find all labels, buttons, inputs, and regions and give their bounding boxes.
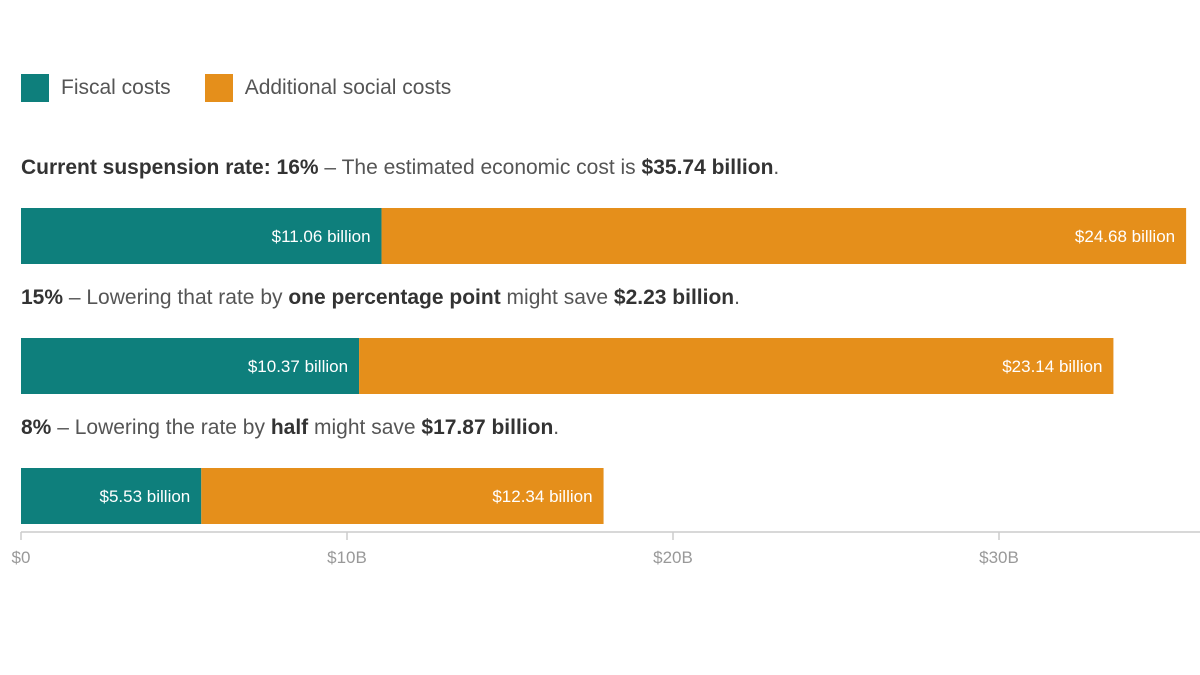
caption-segment: one percentage point <box>288 286 501 309</box>
caption-segment: $35.74 billion <box>641 156 774 179</box>
caption-one-point-lower: 15% – Lowering that rate by one percenta… <box>21 286 740 310</box>
legend-label-fiscal: Fiscal costs <box>61 76 171 99</box>
legend-swatch-social <box>204 74 233 102</box>
caption-segment: might save <box>500 286 614 309</box>
bar-label-fiscal-2: $5.53 billion <box>100 487 191 506</box>
bar-fiscal-1 <box>21 338 360 394</box>
bar-label-social-1: $23.14 billion <box>1002 357 1102 376</box>
bar-fiscal-2 <box>21 468 202 524</box>
caption-segment: half <box>270 416 309 439</box>
bar-social-1 <box>359 338 1114 394</box>
caption-segment: . <box>773 156 780 179</box>
caption-segment: . <box>734 286 740 309</box>
legend-item-fiscal: Fiscal costs <box>21 74 171 102</box>
legend-item-social: Additional social costs <box>204 74 452 102</box>
x-axis-tick-label-0: $0 <box>12 548 31 567</box>
caption-segment: 8% <box>21 416 52 439</box>
legend-swatch-fiscal <box>21 74 49 102</box>
caption-segment: . <box>553 416 560 439</box>
bar-social-2 <box>201 468 604 524</box>
bar-social-0 <box>381 208 1187 264</box>
caption-current-rate: Current suspension rate: 16% – The estim… <box>21 156 779 180</box>
caption-segment: 15% <box>21 286 64 309</box>
caption-segment: $17.87 billion <box>421 416 554 439</box>
caption-segment: might save <box>308 416 422 439</box>
bar-label-fiscal-0: $11.06 billion <box>272 227 371 246</box>
legend: Fiscal costs Additional social costs <box>21 74 485 102</box>
caption-segment: – The estimated economic cost is <box>318 156 642 179</box>
x-axis-tick-label-2: $20B <box>653 548 693 567</box>
caption-segment: – Lowering that rate by <box>63 286 289 309</box>
bar-label-fiscal-1: $10.37 billion <box>248 357 348 376</box>
bar-label-social-0: $24.68 billion <box>1075 227 1175 246</box>
caption-segment: – Lowering the rate by <box>51 416 271 439</box>
x-axis-tick-label-3: $30B <box>979 548 1019 567</box>
bar-fiscal-0 <box>21 208 382 264</box>
caption-segment: Current suspension rate: 16% <box>21 156 319 179</box>
bar-label-social-2: $12.34 billion <box>492 487 592 506</box>
caption-half-rate: 8% – Lowering the rate by half might sav… <box>21 416 559 440</box>
caption-segment: $2.23 billion <box>613 286 735 309</box>
legend-label-social: Additional social costs <box>244 76 452 99</box>
x-axis-tick-label-1: $10B <box>327 548 367 567</box>
